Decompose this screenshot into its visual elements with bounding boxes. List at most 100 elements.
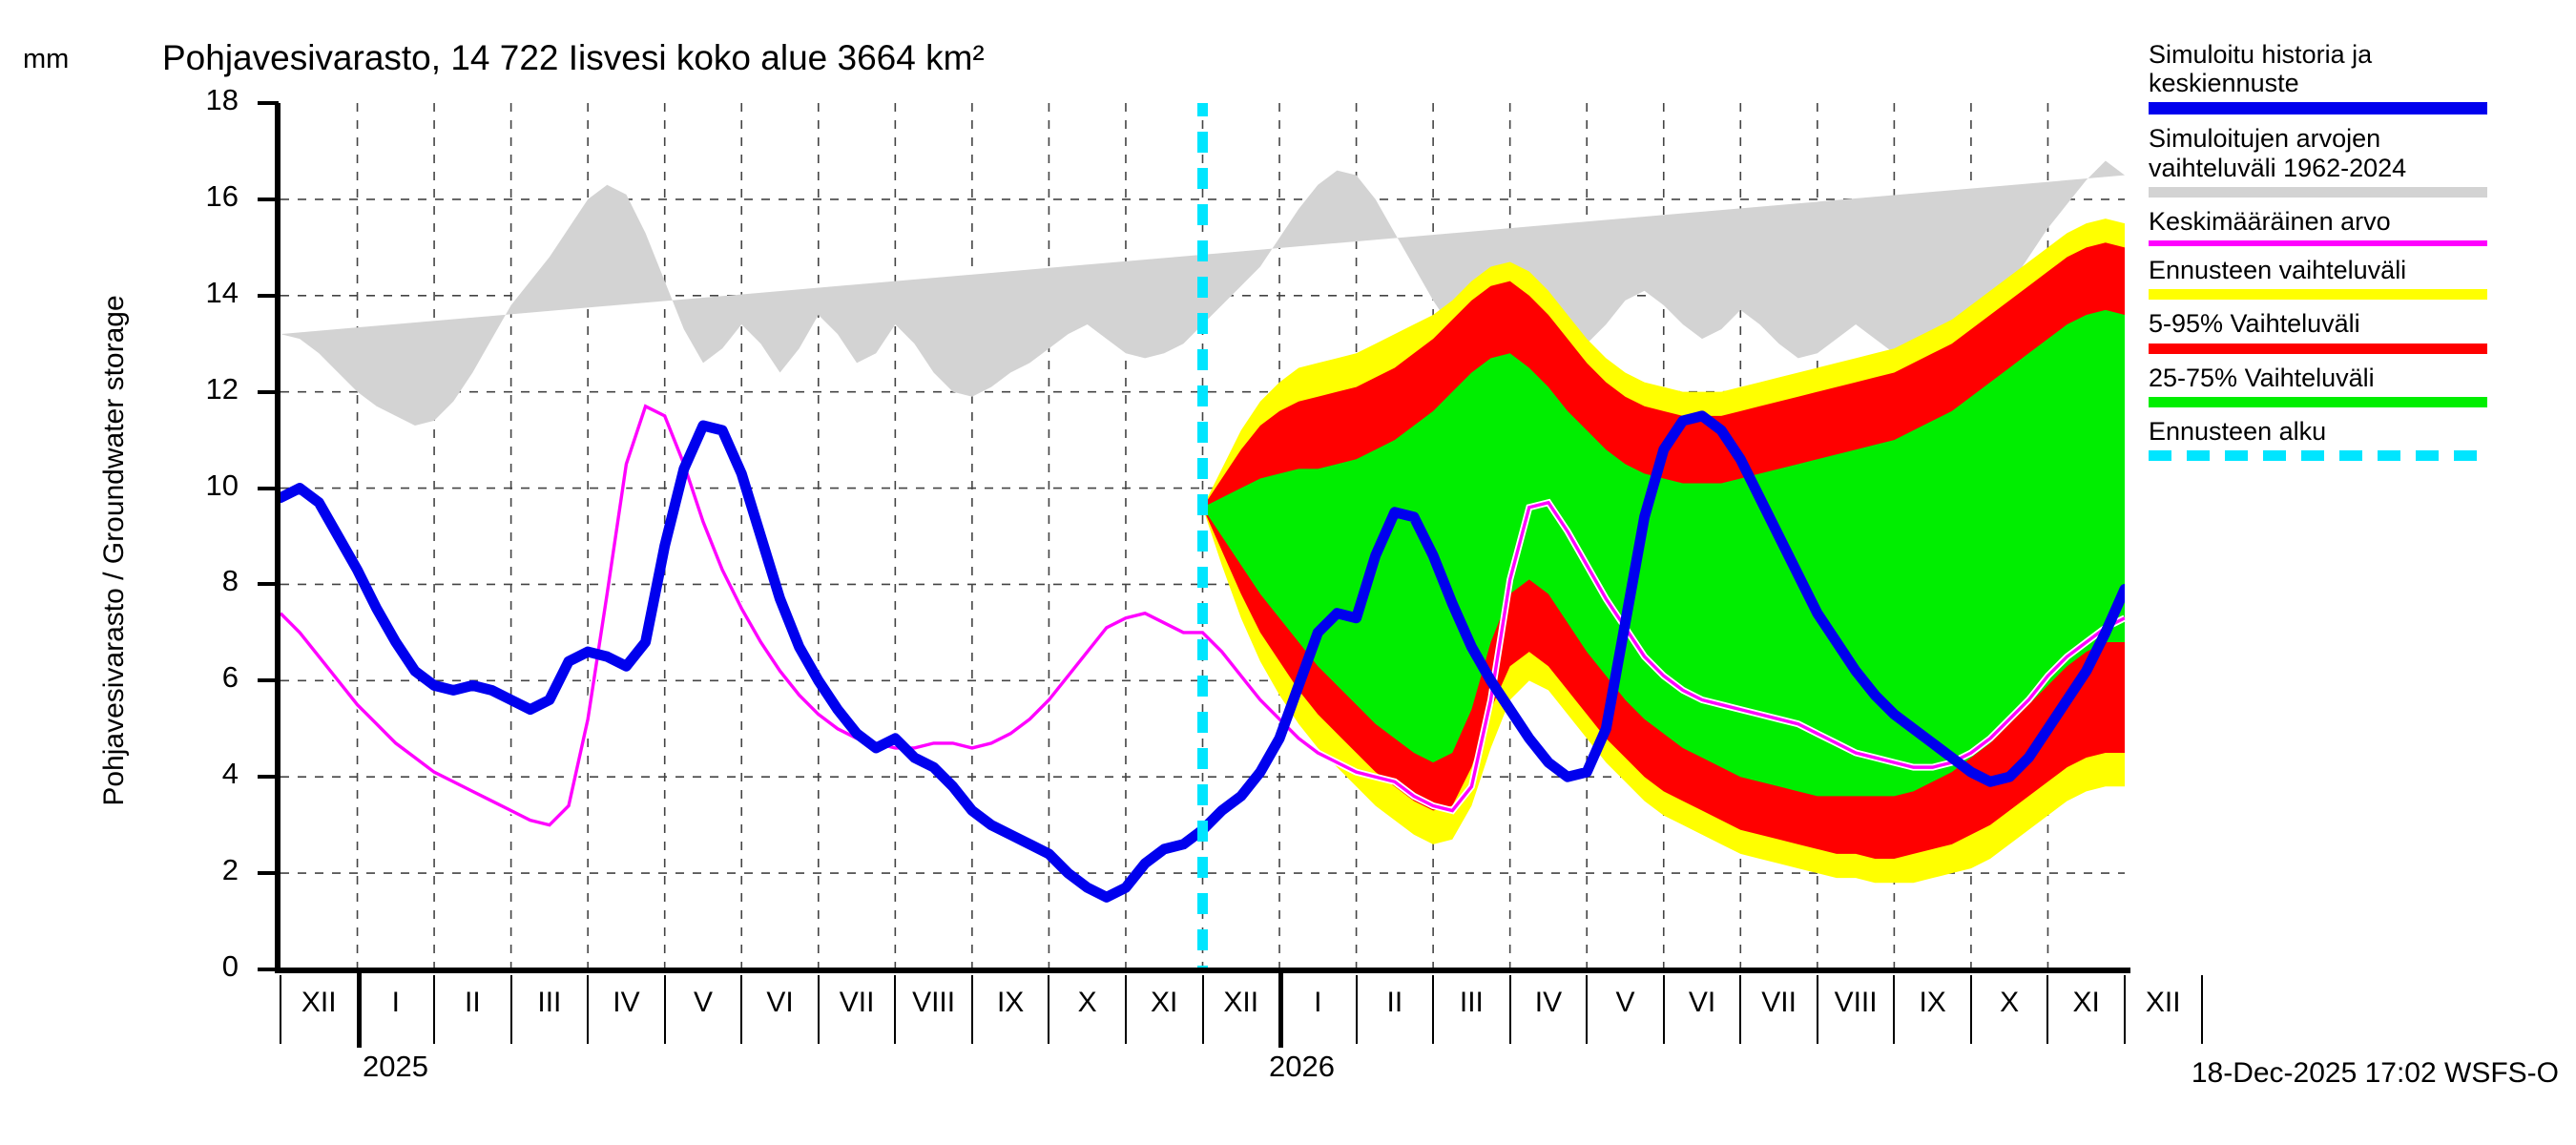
legend-label: Ennusteen alku <box>2149 416 2327 446</box>
legend-swatch-thin-line <box>2149 240 2487 247</box>
y-tick-label: 8 <box>221 564 239 598</box>
x-tick-label-1: I <box>391 987 400 1018</box>
y-axis-title: Pohjavesivarasto / Groundwater storage <box>98 295 130 806</box>
x-tick-label-19: VII <box>1761 987 1797 1018</box>
x-tick-label-20: VIII <box>1834 987 1878 1018</box>
legend-item-6: Ennusteen alku <box>2149 416 2568 462</box>
legend-swatch-band <box>2149 186 2487 198</box>
x-tick-label-12: XII <box>1223 987 1259 1018</box>
x-tick-separator <box>1278 973 1284 1048</box>
x-tick-label-8: VIII <box>912 987 956 1018</box>
legend-swatch-dashed-line <box>2149 450 2487 462</box>
x-tick-separator <box>1586 975 1589 1044</box>
x-tick-label-2: II <box>465 987 481 1018</box>
page-title: Pohjavesivarasto, 14 722 Iisvesi koko al… <box>162 38 985 77</box>
x-tick-label-4: IV <box>613 987 640 1018</box>
year-label-2025: 2025 <box>363 1050 428 1083</box>
x-tick-label-18: VI <box>1688 987 1716 1018</box>
legend-swatch-band <box>2149 343 2487 354</box>
x-tick-separator <box>433 975 436 1044</box>
legend-swatch-band <box>2149 289 2487 301</box>
y-tick-label: 0 <box>221 949 239 983</box>
y-tick-mark <box>258 293 279 298</box>
y-tick-label: 12 <box>205 371 239 406</box>
y-tick-mark <box>258 871 279 876</box>
y-axis-line <box>275 103 280 969</box>
legend-item-3: Ennusteen vaihteluväli <box>2149 256 2568 301</box>
x-tick-separator <box>1355 975 1358 1044</box>
x-tick-separator <box>1508 975 1511 1044</box>
x-axis-line <box>275 968 2130 973</box>
x-tick-label-14: II <box>1386 987 1403 1018</box>
x-tick-separator <box>2200 975 2203 1044</box>
x-tick-separator <box>280 975 281 1044</box>
y-tick-label: 14 <box>205 275 239 309</box>
legend-label: Keskimääräinen arvo <box>2149 206 2391 236</box>
legend-label: Simuloitu historia ja keskiennuste <box>2149 40 2373 98</box>
y-tick-label: 18 <box>205 83 239 116</box>
x-tick-separator <box>2124 975 2126 1044</box>
legend-item-4: 5-95% Vaihteluväli <box>2149 309 2568 354</box>
legend-item-2: Keskimääräinen arvo <box>2149 206 2568 247</box>
x-tick-separator <box>1969 975 1972 1044</box>
y-tick-mark <box>258 968 279 971</box>
x-tick-label-23: XI <box>2072 987 2100 1018</box>
x-tick-separator <box>817 975 820 1044</box>
plot-area <box>280 103 2125 969</box>
x-tick-separator <box>509 975 512 1044</box>
mean-line <box>280 404 2125 827</box>
x-tick-separator <box>1739 975 1742 1044</box>
y-tick-label: 16 <box>205 178 239 213</box>
legend-swatch-band <box>2149 396 2487 407</box>
y-tick-mark <box>258 678 279 683</box>
y-tick-label: 6 <box>221 660 239 695</box>
x-tick-separator <box>663 975 666 1044</box>
x-tick-separator <box>1662 975 1665 1044</box>
x-tick-label-5: V <box>693 987 713 1018</box>
x-tick-separator <box>1432 975 1435 1044</box>
x-tick-label-22: X <box>2000 987 2020 1018</box>
y-tick-mark <box>258 197 279 201</box>
y-tick-mark <box>258 486 279 490</box>
year-label-2026: 2026 <box>1269 1050 1335 1083</box>
y-tick-label: 4 <box>221 757 239 791</box>
legend-item-5: 25-75% Vaihteluväli <box>2149 364 2568 407</box>
x-tick-label-3: III <box>537 987 562 1018</box>
y-tick-mark <box>258 582 279 587</box>
x-tick-label-15: III <box>1459 987 1484 1018</box>
x-tick-label-24: XII <box>2145 987 2181 1018</box>
y-tick-mark <box>258 775 279 780</box>
x-tick-separator <box>2046 975 2049 1044</box>
x-tick-label-13: I <box>1314 987 1322 1018</box>
x-tick-separator <box>740 975 743 1044</box>
x-tick-label-7: VII <box>839 987 875 1018</box>
x-tick-separator <box>587 975 590 1044</box>
plot-svg <box>280 103 2125 969</box>
x-tick-label-17: V <box>1615 987 1635 1018</box>
x-tick-separator <box>894 975 897 1044</box>
x-tick-separator <box>356 973 362 1048</box>
footer-timestamp: 18-Dec-2025 17:02 WSFS-O <box>2191 1057 2559 1089</box>
x-tick-separator <box>970 975 973 1044</box>
legend-label: 25-75% Vaihteluväli <box>2149 363 2375 392</box>
x-tick-label-11: XI <box>1151 987 1178 1018</box>
x-tick-label-0: XII <box>301 987 337 1018</box>
y-tick-label: 10 <box>205 468 239 502</box>
x-tick-label-21: IX <box>1919 987 1946 1018</box>
x-tick-label-6: VI <box>766 987 794 1018</box>
x-tick-label-10: X <box>1077 987 1097 1018</box>
x-tick-separator <box>1893 975 1896 1044</box>
y-tick-label: 2 <box>221 853 239 887</box>
x-tick-label-16: IV <box>1534 987 1563 1018</box>
x-tick-label-9: IX <box>996 987 1025 1018</box>
x-tick-separator <box>1048 975 1050 1044</box>
x-tick-separator <box>1124 975 1127 1044</box>
chart-legend: Simuloitu historia ja keskiennuste Simulo… <box>2149 40 2568 470</box>
x-tick-separator <box>1201 975 1204 1044</box>
legend-label: Simuloitujen arvojen vaihteluväli 1962-2… <box>2149 124 2407 182</box>
y-tick-mark <box>258 389 279 394</box>
y-tick-mark <box>258 101 279 105</box>
legend-swatch-thick-line <box>2149 102 2487 115</box>
x-tick-separator <box>1816 975 1818 1044</box>
